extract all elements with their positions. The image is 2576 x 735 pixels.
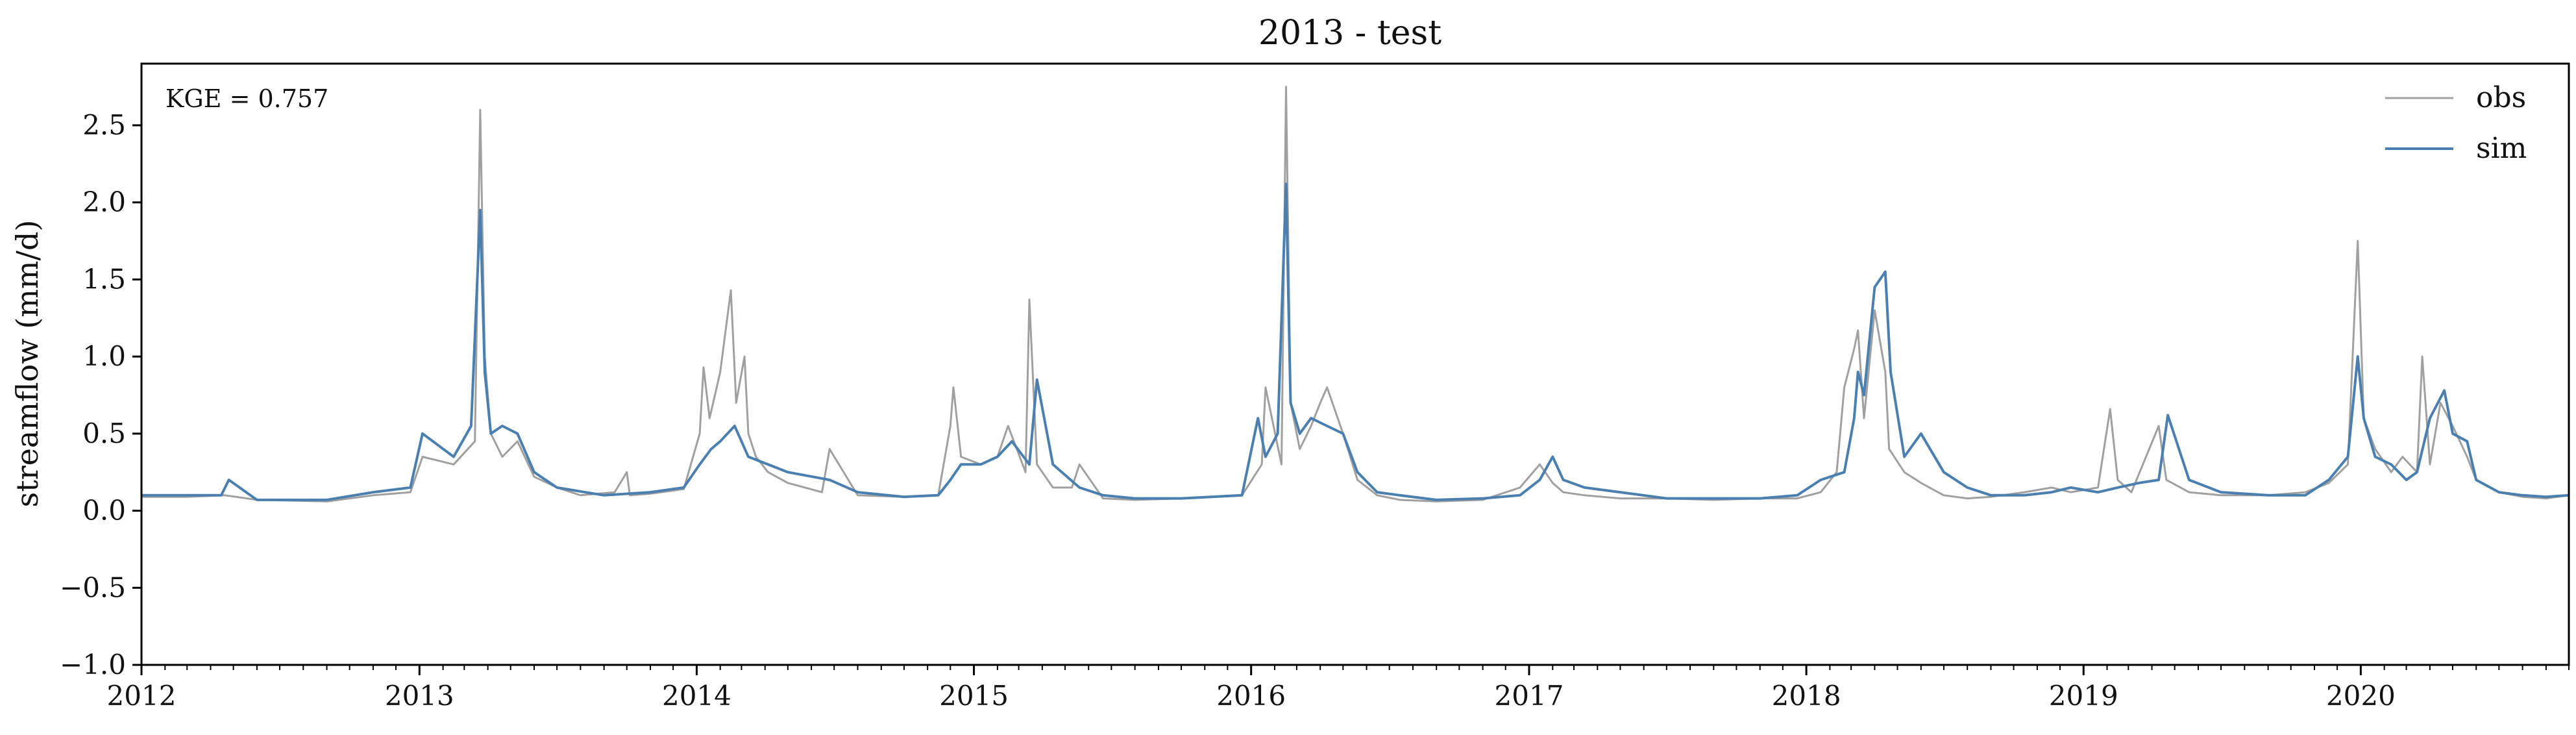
x-tick-label: 2018 [1772, 680, 1841, 712]
x-tick-label: 2012 [107, 680, 177, 712]
legend: obs sim [2385, 81, 2527, 165]
x-tick-label: 2015 [939, 680, 1009, 712]
y-tick-label: −0.5 [60, 571, 126, 603]
x-tick-label: 2017 [1495, 680, 1564, 712]
kge-annotation: KGE = 0.757 [166, 84, 328, 113]
legend-label-sim: sim [2476, 132, 2527, 165]
x-axis-ticks: 2012 2013 2014 2015 2016 2017 2018 2019 2020 [107, 665, 2570, 712]
series-line-obs [141, 86, 2569, 503]
chart-title: 2013 - test [1258, 14, 1441, 53]
y-tick-label: 2.5 [82, 109, 126, 141]
y-tick-label: −1.0 [60, 649, 126, 680]
y-axis-label: streamflow (mm/d) [10, 220, 45, 508]
legend-label-obs: obs [2476, 81, 2526, 114]
series-line-sim [141, 182, 2569, 501]
x-tick-label: 2019 [2049, 680, 2118, 712]
y-tick-label: 0.5 [82, 417, 126, 449]
plot-frame [140, 62, 2570, 666]
x-tick-label: 2016 [1216, 680, 1286, 712]
series-layer [141, 86, 2569, 503]
y-tick-label: 1.5 [82, 263, 126, 295]
y-axis-ticks: −1.0 −0.5 0.0 0.5 1.0 1.5 2.0 2.5 [60, 109, 141, 680]
y-tick-label: 2.0 [82, 186, 126, 218]
y-tick-label: 1.0 [82, 340, 126, 372]
x-tick-label: 2014 [662, 680, 731, 712]
y-tick-label: 0.0 [82, 495, 126, 527]
x-tick-label: 2013 [385, 680, 454, 712]
x-tick-label: 2020 [2326, 680, 2396, 712]
